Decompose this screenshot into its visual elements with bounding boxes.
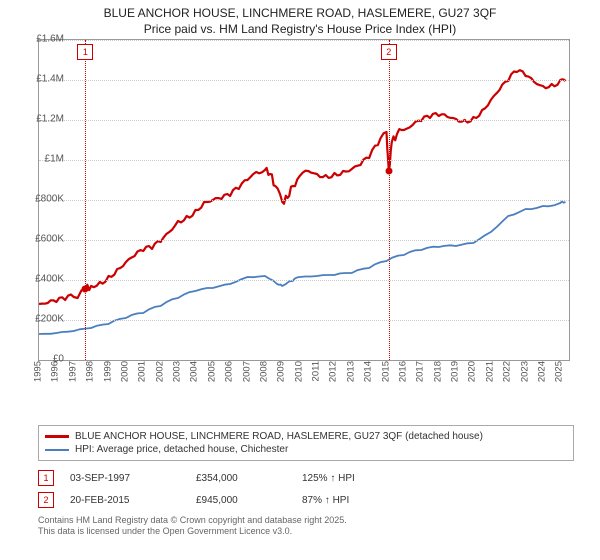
x-tick-label: 2013 bbox=[345, 361, 356, 382]
x-tick-label: 2001 bbox=[137, 361, 148, 382]
x-tick-label: 2012 bbox=[328, 361, 339, 382]
event-hpi: 125% ↑ HPI bbox=[302, 473, 412, 484]
event-marker: 1 bbox=[77, 44, 93, 60]
y-tick-label: £1M bbox=[24, 154, 64, 165]
plot-area: 12 bbox=[38, 39, 570, 361]
legend-item-price-paid: BLUE ANCHOR HOUSE, LINCHMERE ROAD, HASLE… bbox=[45, 430, 567, 443]
chart-title: BLUE ANCHOR HOUSE, LINCHMERE ROAD, HASLE… bbox=[0, 0, 600, 39]
x-tick-label: 2023 bbox=[519, 361, 530, 382]
event-vline bbox=[85, 40, 86, 360]
x-tick-label: 1999 bbox=[102, 361, 113, 382]
x-tick-label: 2008 bbox=[258, 361, 269, 382]
gridline bbox=[39, 80, 569, 81]
legend-swatch bbox=[45, 435, 69, 438]
event-dot bbox=[82, 286, 89, 293]
y-tick-label: £200K bbox=[24, 314, 64, 325]
footer-line2: This data is licensed under the Open Gov… bbox=[38, 526, 590, 537]
x-tick-label: 2015 bbox=[380, 361, 391, 382]
x-tick-label: 2003 bbox=[172, 361, 183, 382]
legend-swatch bbox=[45, 449, 69, 451]
series-line-price_paid bbox=[39, 70, 566, 304]
x-tick-label: 2014 bbox=[363, 361, 374, 382]
x-tick-label: 1998 bbox=[85, 361, 96, 382]
x-tick-label: 2002 bbox=[154, 361, 165, 382]
event-price: £354,000 bbox=[196, 473, 286, 484]
x-tick-label: 2022 bbox=[502, 361, 513, 382]
x-tick-label: 2016 bbox=[397, 361, 408, 382]
x-tick-label: 2009 bbox=[276, 361, 287, 382]
legend-label: HPI: Average price, detached house, Chic… bbox=[75, 444, 288, 455]
y-tick-label: £800K bbox=[24, 194, 64, 205]
event-date: 03-SEP-1997 bbox=[70, 473, 180, 484]
gridline bbox=[39, 40, 569, 41]
event-number: 1 bbox=[38, 470, 54, 486]
y-tick-label: £1.4M bbox=[24, 74, 64, 85]
gridline bbox=[39, 240, 569, 241]
x-tick-label: 2000 bbox=[119, 361, 130, 382]
x-tick-label: 2020 bbox=[467, 361, 478, 382]
gridline bbox=[39, 280, 569, 281]
x-tick-label: 2005 bbox=[206, 361, 217, 382]
x-tick-label: 2018 bbox=[432, 361, 443, 382]
legend-label: BLUE ANCHOR HOUSE, LINCHMERE ROAD, HASLE… bbox=[75, 431, 483, 442]
y-tick-label: £600K bbox=[24, 234, 64, 245]
x-tick-label: 2025 bbox=[554, 361, 565, 382]
gridline bbox=[39, 120, 569, 121]
gridline bbox=[39, 320, 569, 321]
event-vline bbox=[389, 40, 390, 360]
gridline bbox=[39, 200, 569, 201]
title-line2: Price paid vs. HM Land Registry's House … bbox=[10, 22, 590, 38]
event-row: 2 20-FEB-2015 £945,000 87% ↑ HPI bbox=[38, 489, 590, 511]
x-tick-label: 2010 bbox=[293, 361, 304, 382]
x-tick-label: 2024 bbox=[536, 361, 547, 382]
x-tick-label: 2011 bbox=[311, 361, 322, 381]
title-line1: BLUE ANCHOR HOUSE, LINCHMERE ROAD, HASLE… bbox=[10, 6, 590, 22]
y-tick-label: £1.6M bbox=[24, 34, 64, 45]
event-price: £945,000 bbox=[196, 495, 286, 506]
legend-item-hpi: HPI: Average price, detached house, Chic… bbox=[45, 443, 567, 456]
x-tick-label: 2021 bbox=[484, 361, 495, 382]
event-table: 1 03-SEP-1997 £354,000 125% ↑ HPI 2 20-FEB-20… bbox=[38, 467, 590, 511]
x-tick-label: 2019 bbox=[450, 361, 461, 382]
y-tick-label: £1.2M bbox=[24, 114, 64, 125]
x-axis-labels: 1995199619971998199920002001200220032004… bbox=[38, 361, 568, 389]
y-tick-label: £400K bbox=[24, 274, 64, 285]
chart-area: 12 1995199619971998199920002001200220032… bbox=[38, 39, 598, 389]
footer-line1: Contains HM Land Registry data © Crown c… bbox=[38, 515, 590, 526]
gridline bbox=[39, 160, 569, 161]
x-tick-label: 2017 bbox=[415, 361, 426, 382]
event-date: 20-FEB-2015 bbox=[70, 495, 180, 506]
event-row: 1 03-SEP-1997 £354,000 125% ↑ HPI bbox=[38, 467, 590, 489]
event-hpi: 87% ↑ HPI bbox=[302, 495, 412, 506]
y-tick-label: £0 bbox=[24, 354, 64, 365]
event-dot bbox=[385, 168, 392, 175]
x-tick-label: 2007 bbox=[241, 361, 252, 382]
x-tick-label: 2004 bbox=[189, 361, 200, 382]
footer: Contains HM Land Registry data © Crown c… bbox=[38, 515, 590, 538]
x-tick-label: 2006 bbox=[224, 361, 235, 382]
x-tick-label: 1997 bbox=[67, 361, 78, 382]
event-marker: 2 bbox=[381, 44, 397, 60]
legend: BLUE ANCHOR HOUSE, LINCHMERE ROAD, HASLE… bbox=[38, 425, 574, 461]
event-number: 2 bbox=[38, 492, 54, 508]
